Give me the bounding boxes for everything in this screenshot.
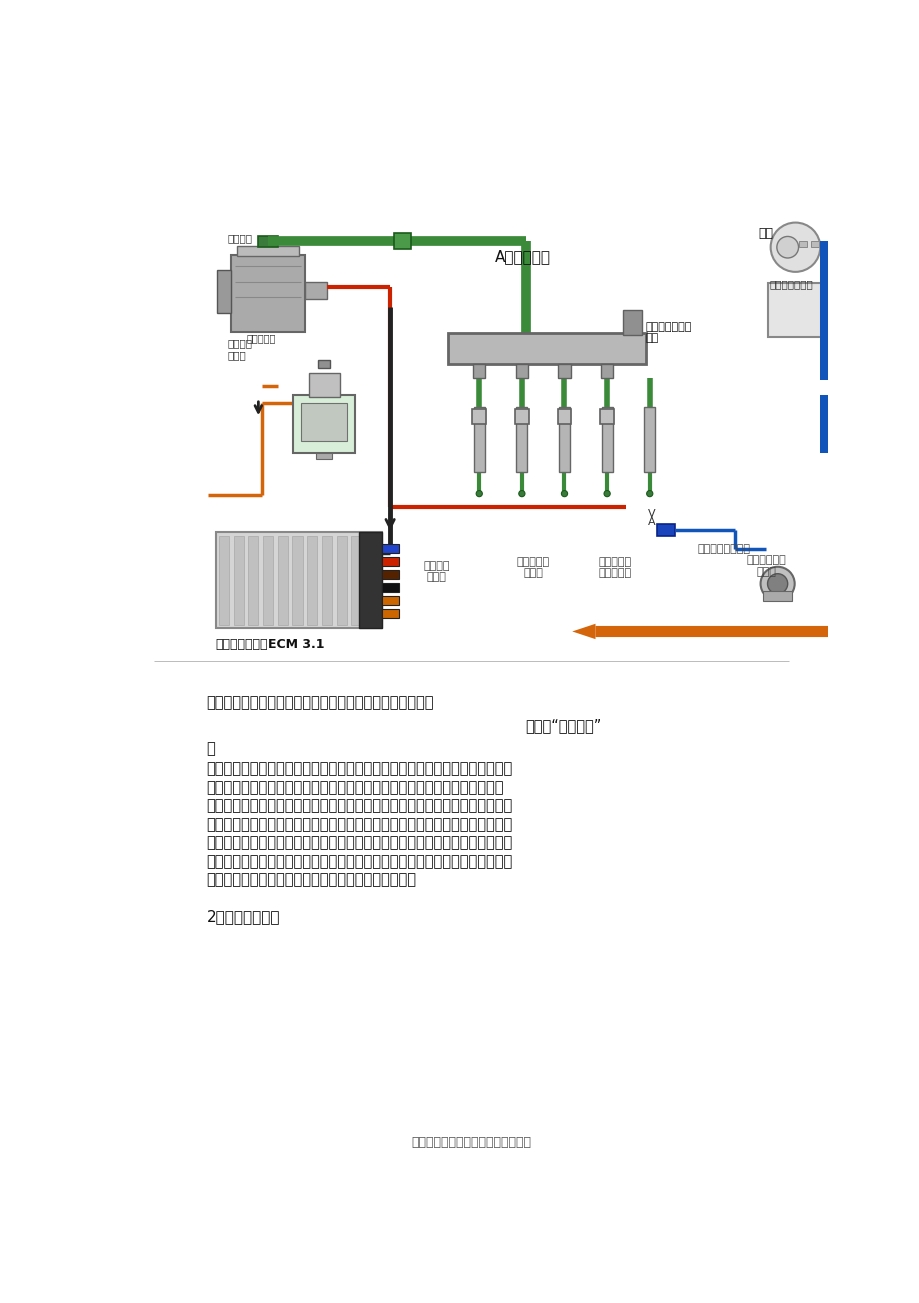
Bar: [304, 281, 326, 298]
Bar: [307, 536, 317, 624]
Text: A: A: [648, 517, 655, 526]
Circle shape: [646, 490, 652, 496]
Bar: [358, 532, 382, 628]
Circle shape: [760, 567, 794, 601]
Bar: [278, 536, 288, 624]
Bar: [351, 536, 361, 624]
Text: A心电器蹄成: A心电器蹄成: [494, 249, 550, 263]
Circle shape: [770, 223, 820, 272]
Bar: [231, 255, 304, 332]
Bar: [309, 374, 339, 396]
Bar: [600, 365, 613, 378]
Bar: [762, 592, 791, 601]
Text: 统燃油压力与发动机转速无关。即使在很低的发动机转速下，如果需要，系统也: 统燃油压力与发动机转速无关。即使在很低的发动机转速下，如果需要，系统也: [206, 817, 512, 833]
Bar: [292, 536, 302, 624]
Bar: [810, 241, 818, 248]
Text: 组件: 组件: [757, 227, 772, 240]
Bar: [622, 310, 641, 335]
Bar: [248, 536, 258, 624]
Bar: [382, 556, 399, 566]
Text: 2、目前应用状况: 2、目前应用状况: [206, 909, 279, 924]
Bar: [558, 365, 570, 378]
Text: 油计量装置和高压燃油调节器（当系统装备时）完成综合调节控制的。因此，系: 油计量装置和高压燃油调节器（当系统装备时）完成综合调节控制的。因此，系: [206, 799, 512, 813]
Bar: [237, 323, 243, 328]
Text: ECM 3.1: ECM 3.1: [268, 637, 324, 650]
Text: 赴气世度和
压力传感器: 赴气世度和 压力传感器: [597, 556, 630, 579]
Bar: [382, 582, 399, 592]
Text: 德尔福柴油机共轨喷射系统所配备的共用高压燃油储能器，: 德尔福柴油机共轨喷射系统所配备的共用高压燃油储能器，: [206, 696, 434, 710]
Text: 部的电磁开关控制燃油喷射的开启和关闭时间和频率。: 部的电磁开关控制燃油喷射的开启和关闭时间和频率。: [206, 873, 416, 887]
Bar: [643, 407, 654, 472]
Bar: [473, 407, 484, 472]
Bar: [219, 536, 229, 624]
Text: 油门识装位置
汇剧一: 油门识装位置 汇剧一: [745, 555, 785, 577]
Circle shape: [561, 490, 567, 496]
Bar: [472, 365, 485, 378]
Bar: [515, 409, 528, 425]
Bar: [557, 409, 571, 425]
Circle shape: [476, 490, 482, 496]
Text: 油管与共轨相连接。系统通过发动机电子控制模块直接驱动设计在燃油喷射器内: 油管与共轨相连接。系统通过发动机电子控制模块直接驱动设计在燃油喷射器内: [206, 853, 512, 869]
Polygon shape: [572, 624, 595, 640]
Bar: [263, 536, 273, 624]
Bar: [767, 284, 820, 337]
Bar: [382, 569, 399, 579]
Bar: [316, 451, 332, 459]
Bar: [599, 409, 614, 425]
Text: 玲抗蚀濡撞情揨器: 玲抗蚀濡撞情揨器: [697, 543, 750, 554]
Bar: [799, 241, 806, 248]
Bar: [322, 536, 332, 624]
Circle shape: [776, 236, 798, 258]
Text: 我动机控制单元: 我动机控制单元: [216, 637, 268, 650]
Bar: [559, 407, 569, 472]
Circle shape: [604, 490, 609, 496]
Bar: [258, 236, 278, 248]
Bar: [382, 595, 399, 606]
Text: 共轨内部的燃油压力是通过发动机电子控制模块结合设计在高压油泵内部的进: 共轨内部的燃油压力是通过发动机电子控制模块结合设计在高压油泵内部的进: [206, 780, 504, 795]
Bar: [301, 403, 347, 442]
Bar: [820, 395, 827, 453]
Bar: [448, 334, 645, 365]
Bar: [820, 241, 827, 379]
Bar: [516, 407, 527, 472]
Bar: [393, 233, 411, 249]
Bar: [471, 409, 486, 425]
Text: 戴准计量阀: 戴准计量阀: [246, 334, 276, 344]
Circle shape: [766, 573, 787, 594]
Bar: [233, 536, 244, 624]
Text: 可以提供高压燃油并进行高压燃油喷射。一组若干个高压燃油喷射器将通过高压: 可以提供高压燃油并进行高压燃油喷射。一组若干个高压燃油喷射器将通过高压: [206, 835, 512, 851]
Circle shape: [518, 490, 525, 496]
Text: 专业文档供参考，如有帮助请下载。: 专业文档供参考，如有帮助请下载。: [411, 1136, 531, 1149]
Text: 。: 。: [206, 741, 215, 757]
Bar: [318, 361, 330, 369]
Text: 由轴位置
按按锁: 由轴位置 按按锁: [423, 560, 449, 582]
Text: 亦称为“共用油轨”: 亦称为“共用油轨”: [525, 718, 601, 734]
Text: 信压油泵: 信压油泵: [227, 233, 252, 244]
Bar: [217, 270, 231, 313]
Text: 凸轮轴位置
传感射: 凸轮轴位置 传感射: [516, 556, 550, 579]
Bar: [237, 246, 299, 257]
Bar: [657, 524, 674, 536]
Text: 魏油温度
情磁器: 魏油温度 情磁器: [227, 337, 252, 360]
Text: V: V: [648, 509, 655, 519]
Bar: [216, 532, 382, 628]
Text: 通常被设计装配在发动机的气缸体或气缸盖上，由高压油泵向其提供高压燃油。: 通常被设计装配在发动机的气缸体或气缸盖上，由高压油泵向其提供高压燃油。: [206, 761, 512, 777]
Bar: [516, 365, 528, 378]
Bar: [382, 543, 399, 552]
Text: 电源拼制继电器: 电源拼制继电器: [769, 280, 812, 289]
Bar: [336, 536, 346, 624]
Bar: [293, 395, 355, 453]
Bar: [382, 609, 399, 619]
Bar: [601, 407, 612, 472]
Text: 领棘室堆电禁二
山盘: 领棘室堆电禁二 山盘: [645, 322, 691, 344]
